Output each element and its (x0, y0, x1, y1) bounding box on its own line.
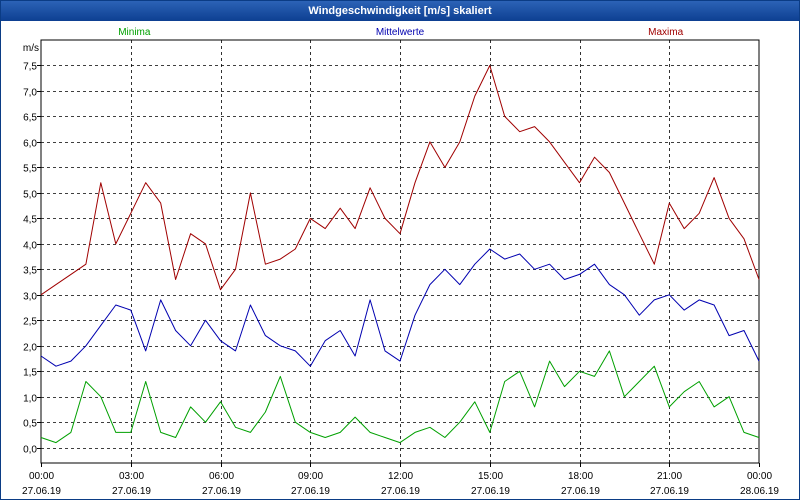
x-tick-time: 18:00 (568, 471, 593, 482)
y-tick-label: 1,5 (23, 368, 37, 379)
x-tick-date: 27.06.19 (471, 486, 510, 497)
y-tick-label: 3,5 (23, 266, 37, 277)
y-axis-label: m/s (23, 43, 39, 54)
y-tick-label: 7,0 (23, 88, 37, 99)
plot-area (40, 39, 760, 464)
x-tick-date: 27.06.19 (22, 486, 61, 497)
y-tick-label: 0,0 (23, 445, 37, 456)
y-tick-label: 6,0 (23, 139, 37, 150)
x-tick-time: 00:00 (29, 471, 54, 482)
x-tick-date: 27.06.19 (202, 486, 241, 497)
legend-entry-maxima: Maxima (648, 27, 683, 38)
x-tick-date: 27.06.19 (381, 486, 420, 497)
y-tick-label: 6,5 (23, 113, 37, 124)
x-tick-date: 27.06.19 (112, 486, 151, 497)
y-tick-label: 5,5 (23, 164, 37, 175)
y-tick-label: 0,5 (23, 419, 37, 430)
x-tick-time: 00:00 (747, 471, 772, 482)
x-tick-time: 09:00 (298, 471, 323, 482)
chart-title: Windgeschwindigkeit [m/s] skaliert (1, 1, 799, 21)
x-tick-time: 21:00 (657, 471, 682, 482)
x-tick-time: 12:00 (388, 471, 413, 482)
x-tick-time: 15:00 (478, 471, 503, 482)
x-tick-date: 27.06.19 (291, 486, 330, 497)
x-tick-date: 27.06.19 (650, 486, 689, 497)
x-tick-time: 03:00 (119, 471, 144, 482)
y-tick-label: 3,0 (23, 292, 37, 303)
series-line-minima (40, 350, 760, 444)
x-tick-date: 27.06.19 (561, 486, 600, 497)
legend-entry-minima: Minima (118, 27, 151, 38)
series-line-maxima (40, 65, 760, 296)
y-tick-label: 1,0 (23, 394, 37, 405)
series-line-mittelwerte (40, 248, 760, 367)
y-tick-label: 4,0 (23, 241, 37, 252)
y-tick-label: 2,5 (23, 317, 37, 328)
y-tick-label: 2,0 (23, 343, 37, 354)
x-tick-time: 06:00 (209, 471, 234, 482)
y-tick-label: 4,5 (23, 215, 37, 226)
x-tick-date: 28.06.19 (740, 486, 779, 497)
y-tick-label: 7,5 (23, 62, 37, 73)
y-tick-label: 5,0 (23, 190, 37, 201)
legend-entry-mittelwerte: Mittelwerte (376, 27, 425, 38)
